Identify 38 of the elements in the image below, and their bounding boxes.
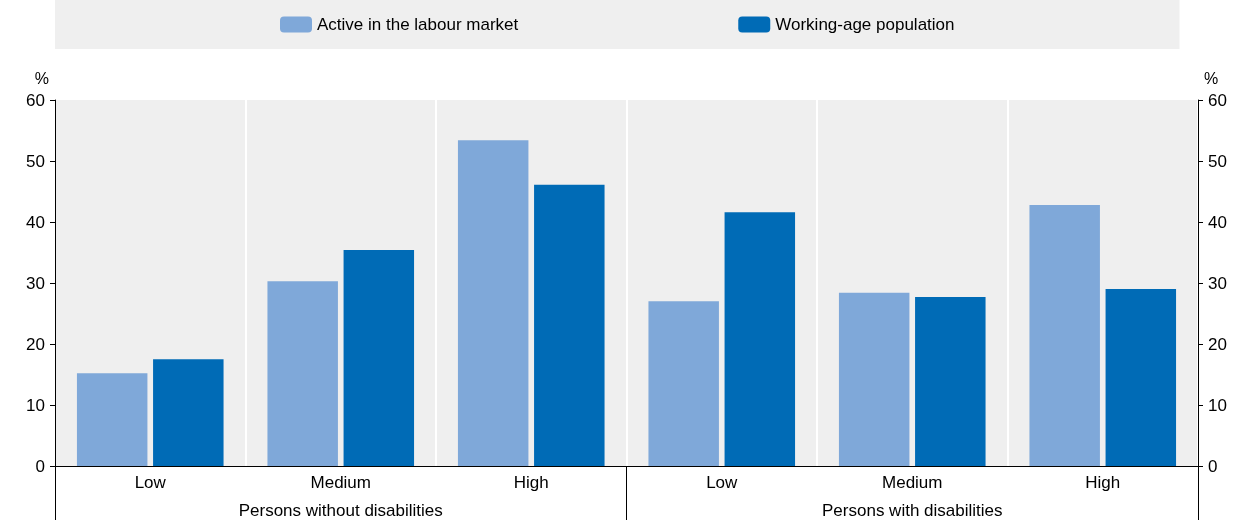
bar bbox=[153, 359, 224, 466]
x-tick-label: Low bbox=[134, 473, 167, 492]
y2-axis-title: % bbox=[1204, 69, 1219, 87]
y-tick-label: 50 bbox=[26, 151, 45, 171]
x-tick-label: Medium bbox=[310, 473, 371, 492]
bar bbox=[343, 250, 415, 466]
x-tick-label: Low bbox=[706, 473, 739, 492]
bar bbox=[457, 140, 529, 466]
bar bbox=[76, 373, 148, 466]
y-tick-label: 20 bbox=[26, 334, 45, 354]
y-axis-title: % bbox=[34, 69, 49, 87]
x-tick-label: High bbox=[1085, 473, 1121, 492]
y-tick-label: 40 bbox=[26, 212, 45, 232]
bar bbox=[1105, 289, 1177, 466]
y2-tick-label: 60 bbox=[1208, 90, 1227, 110]
legend-label: Working-age population bbox=[775, 15, 955, 34]
y2-tick-label: 20 bbox=[1208, 334, 1227, 354]
bar bbox=[267, 281, 338, 466]
bar bbox=[915, 297, 986, 466]
legend-label: Active in the labour market bbox=[317, 15, 519, 34]
y2-tick-label: 30 bbox=[1208, 273, 1227, 293]
y-tick-label: 30 bbox=[26, 273, 45, 293]
bar bbox=[724, 212, 796, 466]
bar bbox=[1029, 204, 1100, 466]
bar bbox=[838, 292, 910, 466]
bar bbox=[648, 301, 719, 466]
bar bbox=[534, 184, 605, 466]
y2-tick-label: 10 bbox=[1208, 395, 1227, 415]
text: Persons with disabilities bbox=[822, 501, 1003, 520]
x-tick-label: High bbox=[513, 473, 549, 492]
x-tick-label: Medium bbox=[882, 473, 943, 492]
y-tick-label: 10 bbox=[26, 395, 45, 415]
y-tick-label: 60 bbox=[26, 90, 45, 110]
y-tick-label: 0 bbox=[35, 456, 45, 476]
text: Persons without disabilities bbox=[238, 501, 443, 520]
y2-tick-label: 0 bbox=[1208, 456, 1218, 476]
y2-tick-label: 50 bbox=[1208, 151, 1227, 171]
y2-tick-label: 40 bbox=[1208, 212, 1227, 232]
